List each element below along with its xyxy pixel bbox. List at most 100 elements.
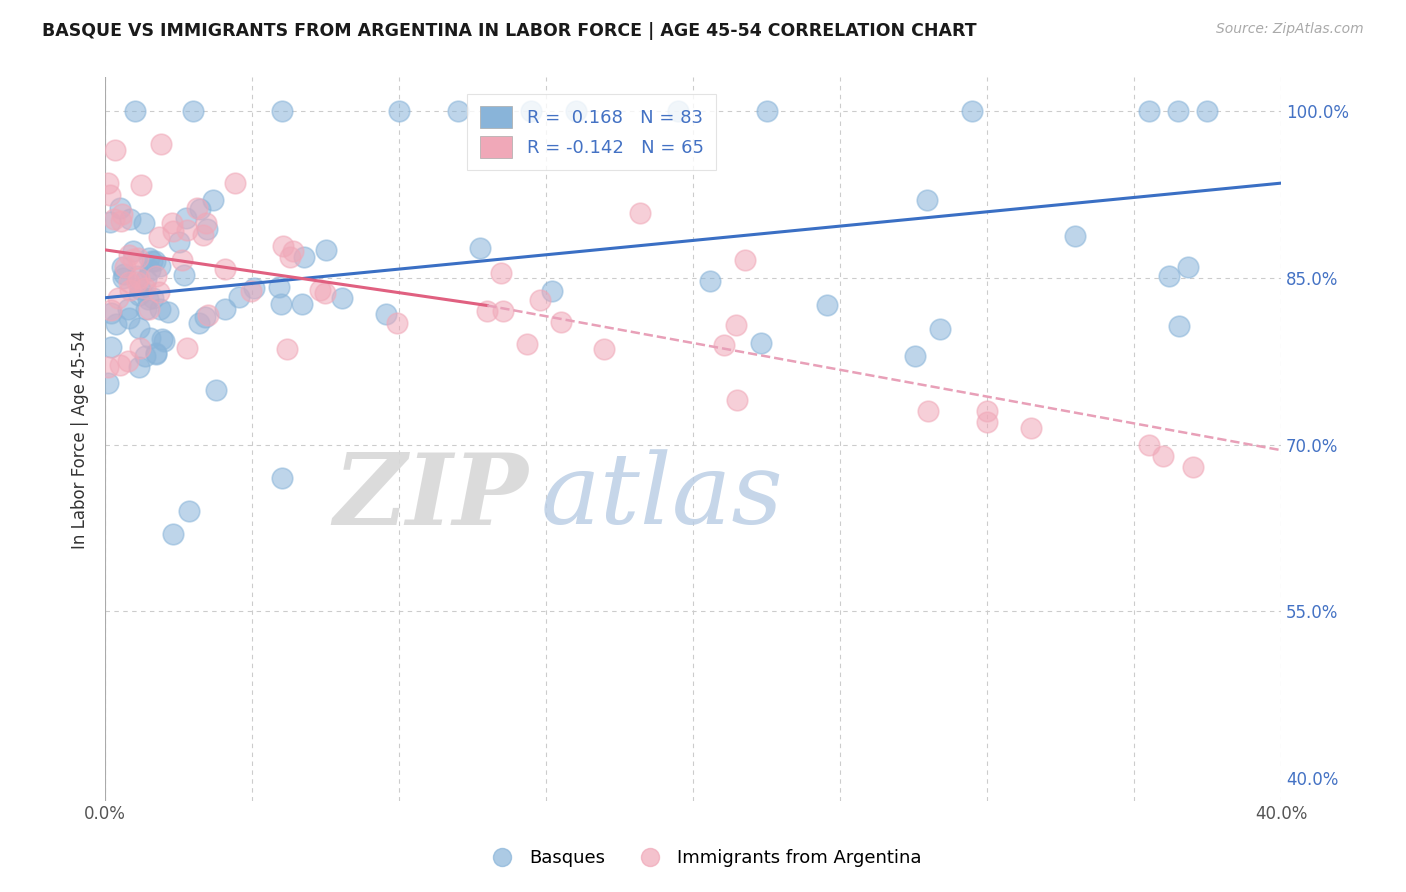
Point xyxy=(176,342,198,356)
Point xyxy=(269,279,291,293)
Point xyxy=(120,283,142,297)
Point xyxy=(149,302,172,317)
Point xyxy=(755,103,778,118)
Point xyxy=(564,103,586,118)
Point xyxy=(111,207,134,221)
Point xyxy=(976,404,998,418)
Point xyxy=(148,229,170,244)
Point xyxy=(550,315,572,329)
Point xyxy=(149,259,172,273)
Y-axis label: In Labor Force | Age 45-54: In Labor Force | Age 45-54 xyxy=(72,329,89,549)
Text: BASQUE VS IMMIGRANTS FROM ARGENTINA IN LABOR FORCE | AGE 45-54 CORRELATION CHART: BASQUE VS IMMIGRANTS FROM ARGENTINA IN L… xyxy=(42,22,977,40)
Point xyxy=(187,316,209,330)
Point xyxy=(271,239,294,253)
Point xyxy=(127,268,149,283)
Point xyxy=(114,267,136,281)
Point xyxy=(145,346,167,360)
Point xyxy=(176,223,198,237)
Point xyxy=(145,268,167,283)
Point xyxy=(1137,103,1160,118)
Point xyxy=(134,280,156,294)
Point xyxy=(148,285,170,300)
Point xyxy=(228,290,250,304)
Point xyxy=(666,103,689,118)
Point xyxy=(520,103,543,118)
Point xyxy=(270,103,292,118)
Point xyxy=(593,343,616,357)
Point xyxy=(903,350,925,364)
Point xyxy=(976,415,998,429)
Point xyxy=(491,303,513,318)
Point xyxy=(167,235,190,249)
Point xyxy=(385,316,408,330)
Point xyxy=(713,338,735,352)
Point xyxy=(145,347,167,361)
Point xyxy=(197,308,219,322)
Point xyxy=(139,263,162,277)
Legend: R =  0.168   N = 83, R = -0.142   N = 65: R = 0.168 N = 83, R = -0.142 N = 65 xyxy=(467,94,716,170)
Point xyxy=(529,293,551,307)
Point xyxy=(160,216,183,230)
Point xyxy=(111,270,134,285)
Point xyxy=(292,251,315,265)
Point xyxy=(214,261,236,276)
Point xyxy=(138,331,160,345)
Point xyxy=(117,354,139,368)
Point xyxy=(489,266,512,280)
Point xyxy=(117,302,139,317)
Point xyxy=(141,253,163,268)
Point xyxy=(162,224,184,238)
Point xyxy=(278,250,301,264)
Point xyxy=(177,504,200,518)
Point xyxy=(138,302,160,317)
Point xyxy=(291,297,314,311)
Point xyxy=(150,332,173,346)
Point xyxy=(135,301,157,316)
Point xyxy=(110,213,132,227)
Point xyxy=(100,303,122,318)
Point xyxy=(136,293,159,307)
Point xyxy=(108,202,131,216)
Text: Source: ZipAtlas.com: Source: ZipAtlas.com xyxy=(1216,22,1364,37)
Point xyxy=(138,251,160,265)
Point xyxy=(194,216,217,230)
Text: atlas: atlas xyxy=(540,450,783,544)
Point xyxy=(173,268,195,282)
Point xyxy=(143,253,166,268)
Legend: Basques, Immigrants from Argentina: Basques, Immigrants from Argentina xyxy=(477,842,929,874)
Point xyxy=(134,349,156,363)
Point xyxy=(628,206,651,220)
Point xyxy=(172,252,194,267)
Point xyxy=(1152,449,1174,463)
Point xyxy=(270,471,292,485)
Point xyxy=(193,310,215,325)
Point xyxy=(195,222,218,236)
Point xyxy=(97,376,120,391)
Point xyxy=(103,212,125,227)
Point xyxy=(917,193,939,207)
Point xyxy=(152,334,174,348)
Point xyxy=(1157,268,1180,283)
Point xyxy=(205,383,228,397)
Point xyxy=(224,176,246,190)
Point xyxy=(97,176,120,190)
Point xyxy=(276,343,298,357)
Point xyxy=(104,317,127,331)
Point xyxy=(107,291,129,305)
Text: ZIP: ZIP xyxy=(333,449,529,545)
Point xyxy=(309,283,332,297)
Point xyxy=(134,216,156,230)
Point xyxy=(114,260,136,275)
Point xyxy=(108,358,131,372)
Point xyxy=(128,359,150,374)
Point xyxy=(186,201,208,215)
Point xyxy=(100,306,122,320)
Point xyxy=(97,359,120,374)
Point xyxy=(962,103,984,118)
Point xyxy=(374,307,396,321)
Point xyxy=(98,187,121,202)
Point xyxy=(540,284,562,298)
Point xyxy=(749,336,772,351)
Point xyxy=(477,304,499,318)
Point xyxy=(104,143,127,157)
